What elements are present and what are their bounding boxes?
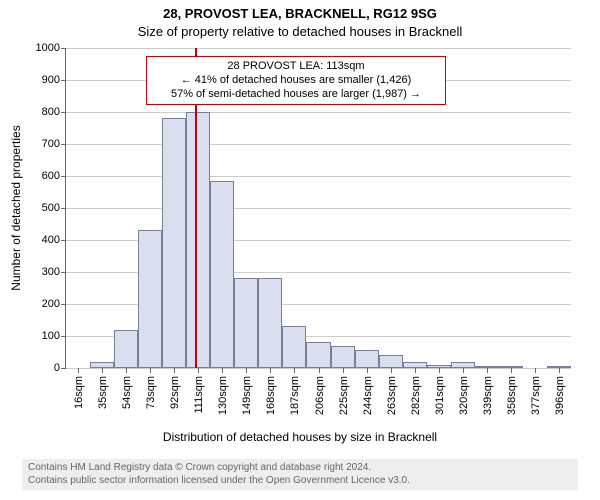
x-tick-label: 301sqm: [434, 376, 446, 415]
annotation-line3: 57% of semi-detached houses are larger (…: [153, 88, 439, 102]
histogram-bar: [331, 346, 355, 368]
histogram-bar: [379, 355, 403, 368]
x-tick-label: 206sqm: [314, 376, 326, 415]
histogram-bar: [162, 118, 186, 368]
annotation-box: 28 PROVOST LEA: 113sqm← 41% of detached …: [146, 56, 446, 105]
x-tick: [343, 368, 344, 373]
x-tick-label: 130sqm: [217, 376, 229, 415]
x-tick-label: 35sqm: [97, 376, 109, 409]
histogram-bar: [114, 330, 138, 368]
x-tick-label: 149sqm: [241, 376, 253, 415]
x-tick: [367, 368, 368, 373]
x-tick-label: 358sqm: [506, 376, 518, 415]
x-tick-label: 282sqm: [410, 376, 422, 415]
footer-attribution: Contains HM Land Registry data © Crown c…: [22, 459, 578, 490]
y-tick-label: 1000: [36, 42, 66, 54]
x-tick-label: 92sqm: [169, 376, 181, 409]
y-tick-label: 900: [42, 74, 66, 86]
x-tick: [174, 368, 175, 373]
y-tick-label: 600: [42, 170, 66, 182]
y-tick-label: 300: [42, 266, 66, 278]
x-tick-label: 73sqm: [145, 376, 157, 409]
x-tick: [222, 368, 223, 373]
chart-title-line2: Size of property relative to detached ho…: [0, 24, 600, 39]
histogram-bar: [258, 278, 282, 368]
x-tick: [511, 368, 512, 373]
histogram-bar: [210, 181, 234, 368]
x-tick-label: 168sqm: [265, 376, 277, 415]
y-tick-label: 700: [42, 138, 66, 150]
x-tick: [559, 368, 560, 373]
x-tick-label: 225sqm: [338, 376, 350, 415]
x-tick-label: 16sqm: [73, 376, 85, 409]
x-tick-label: 377sqm: [530, 376, 542, 415]
x-tick: [439, 368, 440, 373]
x-tick-label: 339sqm: [482, 376, 494, 415]
y-axis-label: Number of detached properties: [9, 125, 23, 290]
x-tick: [102, 368, 103, 373]
x-tick: [78, 368, 79, 373]
footer-line2: Contains public sector information licen…: [28, 475, 572, 488]
x-tick: [487, 368, 488, 373]
x-tick: [126, 368, 127, 373]
gridline: [66, 112, 571, 113]
y-tick-label: 500: [42, 202, 66, 214]
gridline: [66, 144, 571, 145]
x-tick: [294, 368, 295, 373]
histogram-bar: [138, 230, 162, 368]
x-tick: [415, 368, 416, 373]
x-tick: [463, 368, 464, 373]
annotation-line1: 28 PROVOST LEA: 113sqm: [153, 60, 439, 74]
x-tick: [246, 368, 247, 373]
histogram-bar: [234, 278, 258, 368]
y-tick-label: 100: [42, 330, 66, 342]
y-tick-label: 0: [54, 362, 66, 374]
x-tick-label: 54sqm: [121, 376, 133, 409]
x-tick: [535, 368, 536, 373]
x-tick: [391, 368, 392, 373]
x-tick-label: 244sqm: [362, 376, 374, 415]
annotation-line2: ← 41% of detached houses are smaller (1,…: [153, 74, 439, 88]
y-tick-label: 200: [42, 298, 66, 310]
gridline: [66, 176, 571, 177]
footer-line1: Contains HM Land Registry data © Crown c…: [28, 462, 572, 475]
x-tick-label: 320sqm: [458, 376, 470, 415]
x-tick: [270, 368, 271, 373]
histogram-bar: [306, 342, 330, 368]
property-size-histogram: 28, PROVOST LEA, BRACKNELL, RG12 9SG Siz…: [0, 0, 600, 500]
histogram-bar: [355, 350, 379, 368]
x-tick: [319, 368, 320, 373]
chart-title-line1: 28, PROVOST LEA, BRACKNELL, RG12 9SG: [0, 6, 600, 21]
gridline: [66, 48, 571, 49]
x-tick-label: 111sqm: [193, 376, 205, 414]
plot-area: 0100200300400500600700800900100016sqm35s…: [65, 48, 571, 369]
y-tick-label: 400: [42, 234, 66, 246]
x-axis-label: Distribution of detached houses by size …: [0, 430, 600, 444]
x-tick-label: 187sqm: [289, 376, 301, 415]
histogram-bar: [186, 112, 210, 368]
x-tick: [150, 368, 151, 373]
x-tick: [198, 368, 199, 373]
histogram-bar: [282, 326, 306, 368]
y-tick-label: 800: [42, 106, 66, 118]
x-tick-label: 263sqm: [386, 376, 398, 415]
gridline: [66, 208, 571, 209]
x-tick-label: 396sqm: [554, 376, 566, 415]
